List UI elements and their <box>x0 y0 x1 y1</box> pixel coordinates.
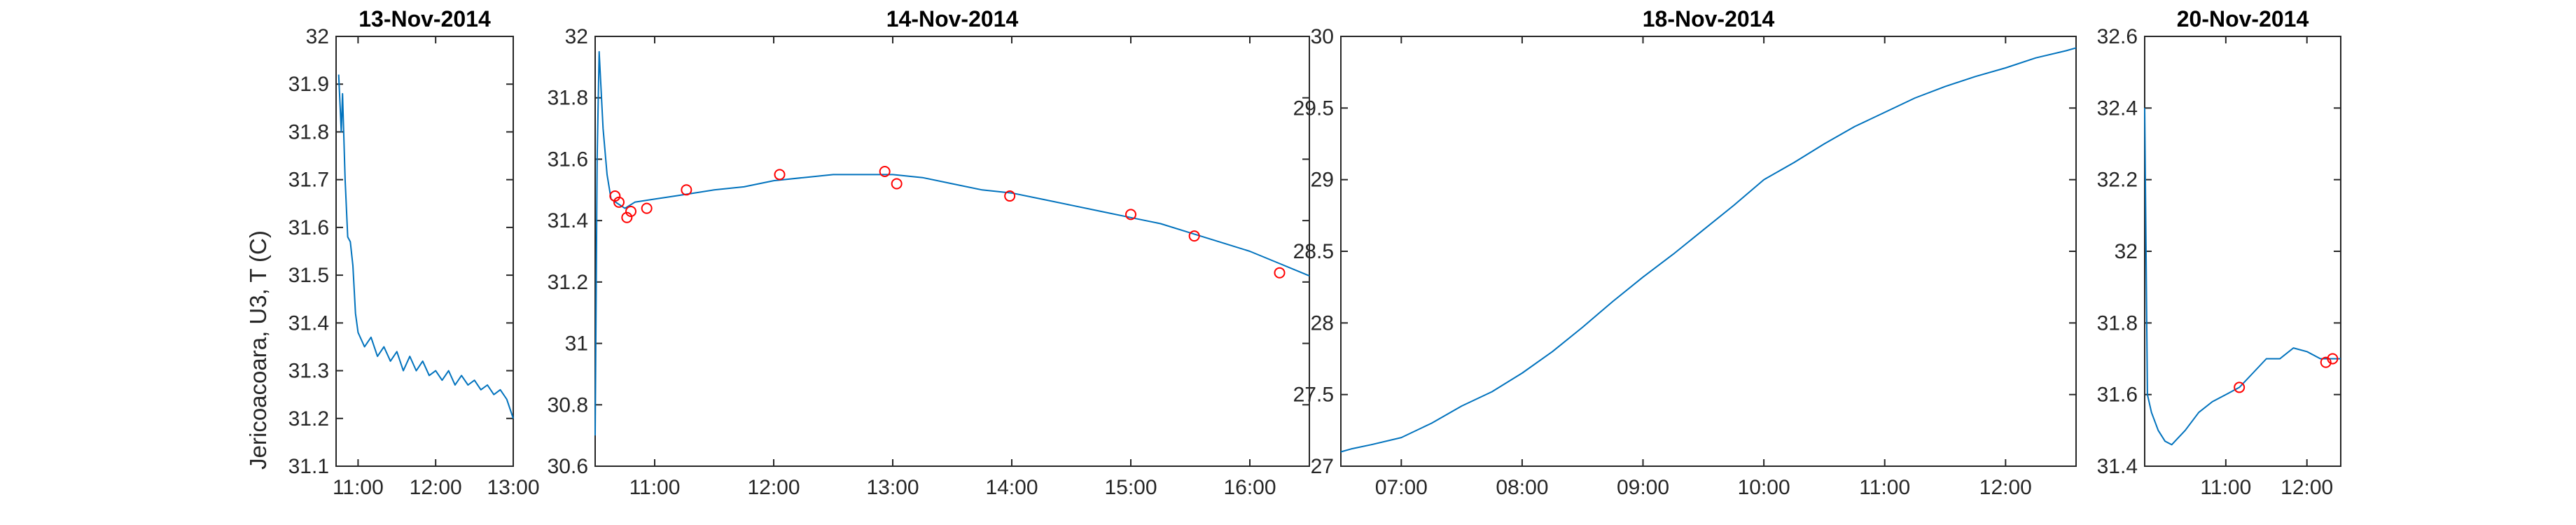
x-tick-label: 12:00 <box>747 476 800 499</box>
y-tick-label: 31.3 <box>288 360 329 383</box>
y-tick-label: 27.5 <box>1293 384 1334 407</box>
x-tick-label: 12:00 <box>1979 476 2032 499</box>
y-tick-label: 31.1 <box>288 455 329 478</box>
y-tick-label: 31.8 <box>2097 312 2138 335</box>
x-tick-label: 11:00 <box>1859 476 1910 499</box>
y-axis-title: Jericoacoara, U3, T (C) <box>245 230 271 470</box>
y-tick-label: 32.6 <box>2097 25 2138 48</box>
x-tick-label: 08:00 <box>1496 476 1548 499</box>
x-tick-label: 09:00 <box>1617 476 1669 499</box>
y-tick-label: 31 <box>565 332 588 356</box>
chart-panel-1: 13-Nov-2014 31.1 31.2 31.3 31.4 31.5 31.6 31.7 3… <box>288 6 540 499</box>
y-tick-label: 31.8 <box>548 87 588 110</box>
y-tick-label: 32 <box>2115 240 2138 263</box>
y-tick-label: 31.7 <box>288 169 329 192</box>
y-tick-label: 31.4 <box>2097 455 2138 478</box>
y-tick-label: 30 <box>1311 25 1334 48</box>
y-tick-label: 31.6 <box>288 216 329 239</box>
plot-frame <box>594 36 1310 467</box>
sample-marker <box>625 205 636 217</box>
x-tick-label: 15:00 <box>1104 476 1157 499</box>
y-tick-label: 30.8 <box>548 393 588 416</box>
panel-title: 13-Nov-2014 <box>358 6 491 31</box>
x-tick-label: 13:00 <box>487 476 539 499</box>
y-tick-label: 28.5 <box>1293 240 1334 263</box>
y-tick-label: 27 <box>1311 455 1334 478</box>
sample-marker <box>774 169 786 181</box>
chart-panel-3: 18-Nov-2014 27 27.5 28 28.5 29 29.5 30 07:00 08:0… <box>1293 6 2077 499</box>
x-tick-label: 14:00 <box>985 476 1038 499</box>
chart-panel-4: 20-Nov-2014 31.4 31.6 31.8 32 32.2 32.4 32.6 11:… <box>2097 6 2341 499</box>
y-tick-label: 31.9 <box>288 73 329 96</box>
x-tick-label: 07:00 <box>1375 476 1428 499</box>
y-tick-label: 32.2 <box>2097 169 2138 192</box>
plot-frame <box>1340 36 2077 467</box>
y-tick-label: 31.6 <box>548 148 588 171</box>
sample-marker <box>891 178 903 190</box>
temperature-series-line <box>2144 108 2341 446</box>
sample-marker <box>879 165 891 177</box>
sample-marker <box>1188 230 1200 242</box>
sample-marker <box>2327 353 2339 365</box>
temperature-series-line <box>1340 47 2077 453</box>
panel-title: 20-Nov-2014 <box>2177 6 2309 31</box>
x-tick-label: 12:00 <box>410 476 462 499</box>
sample-marker <box>1125 209 1136 220</box>
panel-title: 14-Nov-2014 <box>886 6 1019 31</box>
sample-marker <box>1004 190 1016 202</box>
sample-marker <box>1274 267 1286 279</box>
y-tick-label: 28 <box>1311 312 1334 335</box>
x-tick-label: 11:00 <box>333 476 384 499</box>
y-tick-label: 31.6 <box>2097 384 2138 407</box>
chart-panel-2: 14-Nov-2014 30.6 30.8 31 31.2 31.4 31.6 31.8 32 1… <box>548 6 1310 499</box>
sample-marker <box>609 190 621 202</box>
y-tick-label: 32.4 <box>2097 97 2138 120</box>
chart-panels: 13-Nov-2014 31.1 31.2 31.3 31.4 31.5 31.6 31.7 3… <box>288 6 2341 499</box>
sample-marker <box>641 202 653 214</box>
y-tick-label: 31.2 <box>288 407 329 430</box>
y-tick-label: 31.8 <box>288 120 329 144</box>
y-tick-label: 29 <box>1311 169 1334 192</box>
y-tick-label: 31.5 <box>288 264 329 287</box>
x-tick-label: 11:00 <box>629 476 681 499</box>
plot-frame <box>2144 36 2341 467</box>
y-tick-label: 31.4 <box>548 209 588 232</box>
y-tick-label: 30.6 <box>548 455 588 478</box>
sample-marker <box>613 196 625 208</box>
temperature-series-line <box>337 74 514 419</box>
y-tick-label: 32 <box>565 25 588 48</box>
sample-marker <box>621 211 633 223</box>
x-tick-label: 16:00 <box>1223 476 1276 499</box>
panel-title: 18-Nov-2014 <box>1643 6 1775 31</box>
x-tick-label: 13:00 <box>866 476 919 499</box>
y-tick-label: 31.2 <box>548 271 588 294</box>
y-tick-label: 32 <box>306 25 329 48</box>
sample-marker <box>2234 382 2246 393</box>
sample-marker <box>681 184 692 196</box>
x-tick-label: 10:00 <box>1738 476 1790 499</box>
x-tick-label: 12:00 <box>2281 476 2333 499</box>
sample-marker <box>2320 356 2332 368</box>
x-tick-label: 11:00 <box>2200 476 2251 499</box>
plot-frame <box>335 36 514 467</box>
y-tick-label: 31.4 <box>288 312 329 335</box>
y-tick-label: 29.5 <box>1293 97 1334 120</box>
